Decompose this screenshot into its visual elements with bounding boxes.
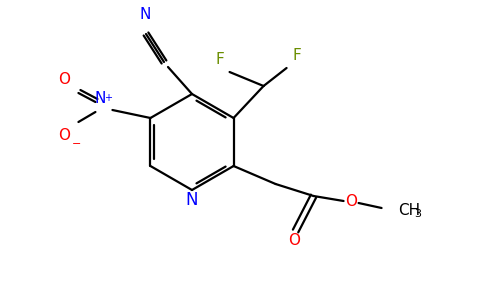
Text: +: + xyxy=(105,93,112,103)
Text: O: O xyxy=(59,128,71,143)
Text: 3: 3 xyxy=(415,209,422,219)
Text: O: O xyxy=(59,73,71,88)
Text: F: F xyxy=(292,49,301,64)
Text: N: N xyxy=(139,7,151,22)
Text: O: O xyxy=(346,194,358,208)
Text: N: N xyxy=(95,91,106,106)
Text: CH: CH xyxy=(398,202,421,217)
Text: F: F xyxy=(215,52,224,68)
Text: O: O xyxy=(288,232,301,247)
Text: −: − xyxy=(72,139,81,149)
Text: N: N xyxy=(186,191,198,209)
